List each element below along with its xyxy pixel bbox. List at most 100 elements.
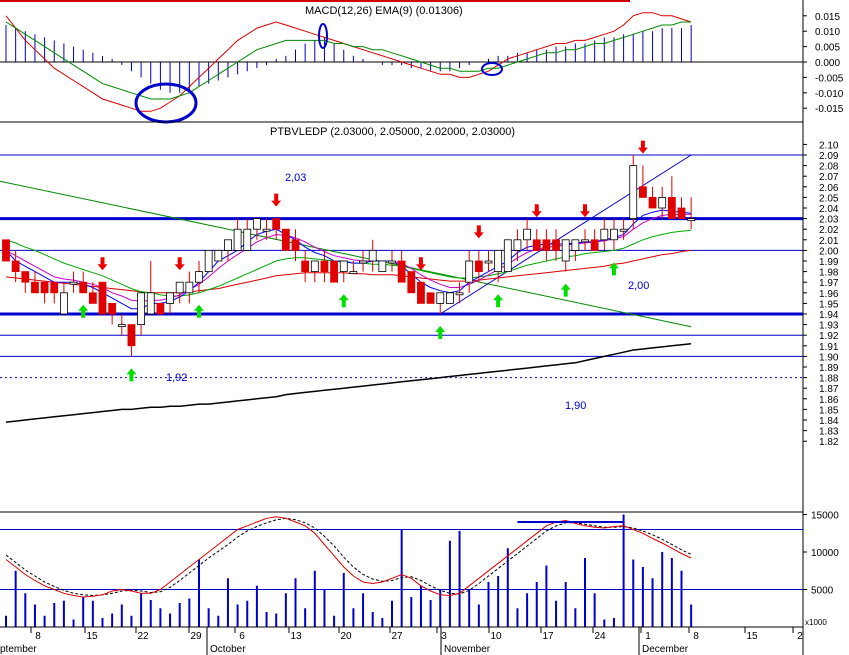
candle-body: [407, 271, 416, 294]
x-axis-day-label: 29: [190, 631, 202, 642]
volume-axis-label: 15000: [811, 511, 839, 522]
x-axis-day-label: 2: [797, 631, 803, 642]
price-axis-label: 2.10: [819, 140, 839, 151]
macd-title: MACD(12,26) EMA(9) (0.01306): [305, 5, 463, 17]
up-arrow-icon: [126, 368, 137, 382]
candle-body: [600, 228, 609, 241]
stochastic-k-line: [5, 516, 692, 598]
level-label-190: 1,90: [565, 400, 586, 412]
candle-body: [233, 228, 242, 251]
candle-body: [339, 260, 348, 272]
price-axis-label: 2.01: [819, 236, 839, 247]
price-axis-label: 1.99: [819, 257, 839, 268]
x-axis-month-label: ptember: [0, 644, 37, 655]
candle-body: [88, 292, 97, 304]
volume-axis: 15000 10000 5000: [803, 511, 839, 597]
price-axis-label: 1.92: [819, 331, 839, 342]
price-axis-label: 1.85: [819, 405, 839, 416]
macd-panel: MACD(12,26) EMA(9) (0.01306) 0.0150.0100…: [0, 0, 844, 124]
volume-axis-label: 5000: [811, 586, 834, 597]
candle-body: [117, 324, 126, 328]
candle-body: [2, 239, 10, 262]
candle-body: [11, 260, 20, 272]
candle-body: [426, 292, 435, 304]
candle-body: [484, 260, 493, 264]
long-moving-average-line: [5, 342, 692, 423]
price-axis-label: 1.93: [819, 321, 839, 332]
volume-unit: x1000: [805, 618, 827, 627]
x-axis-day-label: 17: [542, 631, 554, 642]
candle-body: [108, 302, 117, 315]
green-moving-average-line: [5, 229, 692, 297]
candle-body: [31, 281, 39, 294]
signal-arrows: [78, 140, 648, 382]
candle-body: [146, 292, 155, 315]
price-axis-label: 1.83: [819, 427, 839, 438]
x-axis: 8 15 22 29 6 13 20 27 3 10 17 24 1 8 15 2 ptember October…: [0, 627, 803, 655]
candle-body: [639, 186, 647, 198]
price-axis-label: 1.87: [819, 384, 839, 395]
candle-body: [397, 260, 406, 283]
candle-body: [494, 249, 503, 272]
candle-body: [445, 292, 454, 304]
down-arrow-icon: [580, 204, 590, 218]
macd-axis-label: 0.000: [815, 58, 840, 69]
candle-body: [417, 281, 425, 304]
level-label-192: 1,92: [166, 372, 187, 384]
x-axis-day-label: 8: [693, 631, 699, 642]
candle-body: [21, 271, 30, 283]
price-title: PTBVLEDP (2.03000, 2.05000, 2.02000, 2.0…: [270, 126, 515, 138]
price-axis-label: 1.88: [819, 374, 839, 385]
candle-body: [156, 302, 165, 315]
x-axis-day-label: 1: [645, 631, 651, 642]
candle-body: [272, 218, 281, 230]
stochastic-d-line: [5, 517, 692, 597]
x-axis-day-label: 15: [86, 631, 98, 642]
price-axis-label: 2.08: [819, 162, 839, 173]
candle-body: [503, 239, 512, 273]
candle-body: [291, 239, 300, 251]
price-axis-label: 1.86: [819, 395, 839, 406]
candle-body: [474, 260, 483, 272]
candle-body: [50, 281, 59, 294]
macd-axis: 0.015 0.010 0.005 0.000 -0.005 -0.010 -0.015: [803, 12, 844, 115]
candle-body: [310, 260, 319, 272]
x-axis-day-label: 27: [391, 631, 403, 642]
candle-body: [610, 228, 618, 241]
price-axis-label: 2.04: [819, 204, 839, 215]
x-axis-day-label: 24: [594, 631, 606, 642]
candlesticks: [2, 155, 696, 357]
down-arrow-icon: [174, 257, 185, 271]
down-arrow-icon: [637, 140, 648, 154]
down-arrow-icon: [271, 193, 282, 207]
macd-axis-label: -0.005: [815, 73, 844, 84]
candle-body: [243, 228, 252, 251]
candle-body: [667, 196, 676, 219]
volume-axis-label: 10000: [811, 548, 839, 559]
x-axis-day-label: 20: [340, 631, 352, 642]
candle-body: [69, 281, 78, 285]
green-downtrend-line: [0, 180, 692, 328]
candle-body: [330, 260, 339, 283]
price-axis-label: 1.89: [819, 363, 839, 374]
price-axis-label: 2.05: [819, 193, 839, 204]
candle-body: [455, 292, 464, 296]
blue-uptrend-line: [439, 154, 692, 315]
candle-body: [523, 228, 531, 241]
macd-cross-annotation: [318, 23, 328, 49]
price-axis-label: 1.97: [819, 278, 839, 289]
red-moving-average-line: [5, 249, 692, 294]
candle-body: [648, 196, 657, 209]
x-axis-day-label: 3: [441, 631, 447, 642]
price-axis-label: 1.96: [819, 289, 839, 300]
candle-body: [677, 207, 686, 220]
candle-body: [581, 239, 589, 243]
candle-body: [590, 239, 599, 251]
x-axis-month-label: December: [642, 644, 689, 655]
up-arrow-icon: [194, 304, 204, 318]
down-arrow-icon: [97, 257, 108, 271]
candle-body: [619, 228, 628, 232]
down-arrow-icon: [473, 225, 484, 239]
candle-body: [224, 239, 232, 251]
